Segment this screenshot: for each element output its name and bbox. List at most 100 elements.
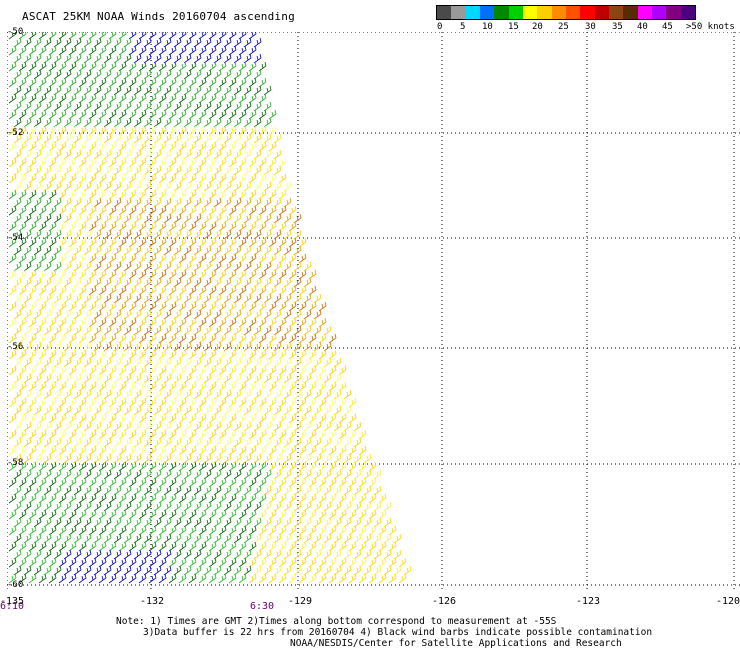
wind-barb	[58, 173, 67, 184]
wind-barb	[48, 349, 57, 360]
wind-barb	[118, 173, 127, 184]
wind-barb	[8, 429, 17, 440]
wind-barb	[43, 405, 52, 416]
wind-barb	[313, 405, 322, 416]
wind-barb	[308, 493, 317, 504]
wind-barb	[68, 493, 77, 504]
wind-barb	[203, 421, 212, 432]
wind-barb	[358, 541, 367, 552]
wind-barb	[333, 453, 342, 464]
wind-barb	[63, 53, 72, 64]
wind-barb	[218, 221, 227, 232]
wind-barb	[98, 173, 107, 184]
wind-barb	[273, 245, 282, 256]
wind-barb	[198, 349, 207, 360]
wind-barb	[218, 381, 227, 392]
wind-barb	[198, 253, 207, 264]
wind-barb	[53, 309, 62, 320]
wind-barb	[8, 349, 17, 360]
wind-barb	[63, 293, 72, 304]
wind-barb	[243, 245, 252, 256]
wind-barb	[163, 101, 172, 112]
wind-barb	[253, 165, 262, 176]
wind-barb	[33, 197, 42, 208]
wind-barb	[13, 277, 22, 288]
wind-barb	[198, 525, 207, 536]
wind-barb	[228, 301, 237, 312]
wind-barb	[128, 45, 137, 56]
wind-barb	[163, 85, 172, 96]
wind-barb	[73, 309, 82, 320]
wind-barb	[98, 333, 107, 344]
wind-barb	[223, 69, 232, 80]
wind-barb	[118, 61, 127, 72]
wind-barb	[283, 389, 292, 400]
wind-barb	[103, 69, 112, 80]
wind-barb	[208, 157, 217, 168]
wind-barb	[23, 309, 32, 320]
wind-barb	[18, 269, 27, 280]
wind-barb	[308, 285, 317, 296]
wind-barb	[48, 141, 57, 152]
wind-barb	[13, 565, 22, 576]
wind-barb	[263, 389, 272, 400]
wind-barb	[388, 525, 397, 536]
wind-barb	[38, 429, 47, 440]
wind-barb	[158, 525, 167, 536]
wind-barb	[278, 525, 287, 536]
wind-barb	[183, 293, 192, 304]
wind-barb	[283, 421, 292, 432]
wind-barb	[258, 541, 267, 552]
wind-barb	[288, 237, 297, 248]
wind-barb	[308, 317, 317, 328]
wind-barb	[63, 501, 72, 512]
wind-barb	[253, 405, 262, 416]
wind-barb	[253, 245, 262, 256]
wind-barb	[338, 541, 347, 552]
wind-barb	[113, 357, 122, 368]
wind-barb	[33, 229, 42, 240]
wind-barb	[128, 221, 137, 232]
wind-barb	[138, 189, 147, 200]
wind-barb	[73, 469, 82, 480]
wind-barb	[348, 461, 357, 472]
wind-barb	[138, 285, 147, 296]
wind-barb	[153, 245, 162, 256]
wind-barb	[23, 293, 32, 304]
wind-barb	[8, 32, 17, 40]
wind-barb	[163, 309, 172, 320]
wind-barb	[28, 253, 37, 264]
wind-barb	[23, 197, 32, 208]
wind-barb	[38, 32, 47, 40]
wind-barb	[223, 341, 232, 352]
wind-barb	[248, 477, 257, 488]
wind-barb	[153, 501, 162, 512]
wind-barb	[153, 53, 162, 64]
wind-barb	[18, 557, 27, 568]
wind-barb	[218, 573, 227, 584]
wind-barb	[218, 397, 227, 408]
wind-barb	[63, 517, 72, 528]
wind-barb	[63, 101, 72, 112]
wind-barb	[63, 325, 72, 336]
wind-barb	[23, 277, 32, 288]
wind-barb	[128, 445, 137, 456]
wind-barb	[88, 509, 97, 520]
wind-barb	[213, 565, 222, 576]
wind-barb	[293, 533, 302, 544]
wind-barb	[103, 165, 112, 176]
wind-barb	[113, 85, 122, 96]
wind-barb	[218, 32, 227, 40]
wind-barb	[213, 437, 222, 448]
wind-barb	[278, 509, 287, 520]
wind-barb	[78, 445, 87, 456]
wind-barb	[243, 101, 252, 112]
wind-barb	[153, 309, 162, 320]
wind-barb	[8, 333, 17, 344]
wind-barb	[183, 37, 192, 48]
wind-barb	[148, 349, 157, 360]
wind-barb	[203, 341, 212, 352]
wind-barb	[13, 405, 22, 416]
wind-barb	[38, 349, 47, 360]
wind-barb	[233, 277, 242, 288]
